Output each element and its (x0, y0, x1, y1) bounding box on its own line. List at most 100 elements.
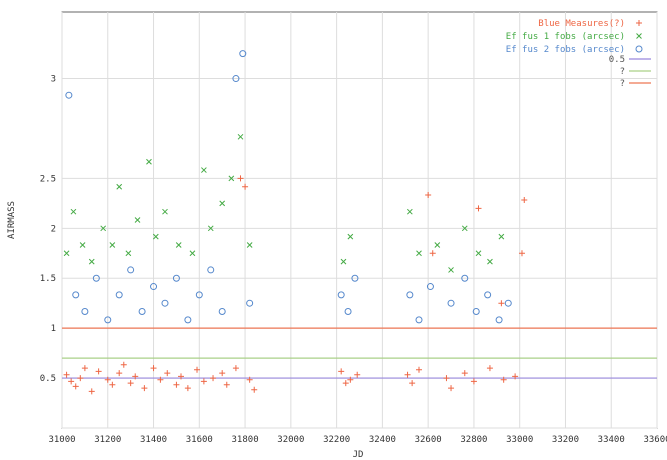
data-point (347, 233, 354, 240)
x-tick-label: 31200 (94, 435, 121, 445)
data-point (162, 208, 168, 215)
data-point (200, 378, 207, 385)
legend-marker (635, 45, 643, 53)
data-point (95, 368, 102, 375)
y-axis-label: AIRMASS (7, 201, 17, 239)
data-point (164, 370, 171, 377)
data-point (81, 365, 88, 372)
data-point (448, 267, 454, 273)
x-tick-label: 31400 (140, 435, 167, 445)
legend: Blue Measures(?) Ef fus 1 fobs (arcsec) Ef… (506, 19, 651, 89)
data-point (486, 365, 493, 372)
data-point (498, 233, 505, 240)
x-axis-label: JD (353, 450, 364, 460)
legend-marker (636, 20, 642, 26)
data-point (342, 380, 349, 387)
data-point (115, 291, 123, 299)
data-points (63, 50, 528, 395)
data-point (109, 381, 116, 388)
x-tick-label: 32200 (323, 435, 350, 445)
data-point (63, 371, 70, 378)
data-point (70, 208, 77, 215)
data-point (472, 308, 480, 316)
data-point (219, 200, 226, 207)
data-point (406, 291, 414, 299)
data-point (104, 316, 112, 324)
data-point (79, 242, 86, 248)
data-point (146, 158, 152, 165)
data-point (65, 91, 73, 99)
data-point (470, 378, 477, 385)
legend-label: ? (620, 67, 625, 77)
x-tick-label: 33200 (552, 435, 579, 445)
data-point (461, 274, 469, 282)
data-point (475, 205, 482, 212)
data-point (150, 365, 157, 372)
data-point (194, 366, 201, 373)
data-point (173, 381, 180, 388)
data-point (81, 308, 89, 316)
data-point (161, 299, 169, 307)
legend-label: ? (620, 79, 625, 89)
data-point (141, 385, 148, 392)
data-point (521, 197, 528, 204)
data-point (246, 242, 253, 248)
data-point (518, 250, 525, 257)
data-point (195, 291, 203, 299)
data-point (251, 386, 258, 393)
data-point (120, 361, 127, 368)
x-tick-label: 32000 (277, 435, 304, 445)
data-point (88, 388, 95, 395)
x-tick-label: 32600 (415, 435, 442, 445)
x-tick-label: 31800 (232, 435, 259, 445)
data-point (512, 373, 519, 380)
data-point (88, 258, 95, 265)
data-point (218, 308, 226, 316)
legend-label: Blue Measures(?) (538, 19, 625, 29)
data-point (172, 274, 180, 282)
data-point (338, 368, 345, 375)
data-point (92, 274, 100, 282)
data-point (175, 242, 182, 248)
data-point (448, 385, 455, 392)
data-point (157, 376, 164, 383)
data-point (500, 376, 507, 383)
data-point (100, 225, 107, 232)
y-tick-label: 2 (51, 224, 56, 234)
data-point (77, 375, 84, 382)
data-point (406, 208, 413, 215)
data-point (232, 75, 240, 83)
data-point (484, 291, 492, 299)
data-point (219, 370, 226, 377)
data-point (487, 258, 493, 265)
data-point (425, 192, 432, 199)
data-point (429, 250, 436, 257)
data-point (232, 365, 239, 372)
data-point (246, 299, 254, 307)
x-axis-ticks: 31000 31200 31400 31600 31800 32000 32200 32400… (48, 435, 667, 445)
data-point (127, 380, 134, 387)
data-point (201, 167, 207, 173)
y-tick-label: 0.5 (40, 374, 56, 384)
data-point (409, 380, 416, 387)
data-point (416, 366, 422, 373)
data-point (498, 300, 505, 307)
data-point (127, 266, 135, 274)
data-point (228, 175, 235, 182)
data-point (125, 250, 132, 257)
data-point (354, 371, 361, 378)
data-point (178, 373, 184, 380)
data-point (347, 376, 354, 383)
data-point (351, 274, 359, 282)
y-tick-label: 3 (51, 75, 56, 85)
data-point (72, 383, 79, 390)
data-point (404, 371, 411, 378)
data-point (72, 291, 80, 299)
x-tick-label: 32400 (369, 435, 396, 445)
data-point (415, 316, 423, 324)
data-point (223, 381, 230, 388)
data-point (109, 242, 116, 248)
data-point (104, 376, 111, 383)
x-tick-label: 33400 (598, 435, 625, 445)
